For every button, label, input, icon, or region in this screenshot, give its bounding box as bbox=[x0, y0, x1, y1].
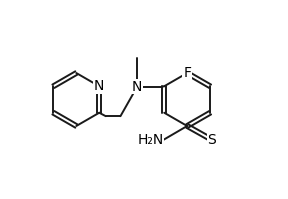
Text: F: F bbox=[183, 66, 191, 80]
Text: H₂N: H₂N bbox=[137, 133, 164, 147]
Text: N: N bbox=[132, 80, 142, 94]
Text: S: S bbox=[207, 133, 216, 147]
Text: N: N bbox=[94, 79, 105, 93]
